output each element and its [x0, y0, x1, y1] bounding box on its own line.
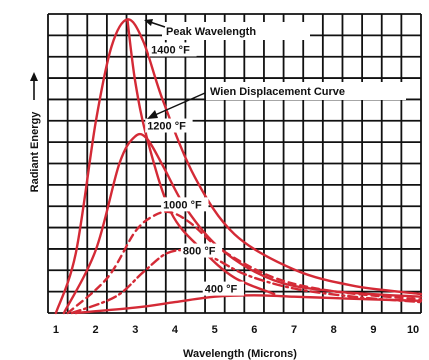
wien-displacement-curve	[126, 18, 276, 296]
y-axis-title: Radiant Energy	[29, 72, 41, 192]
peak-wavelength-arrow	[149, 21, 166, 28]
x-axis-label: Wavelength (Microns)	[183, 348, 297, 360]
x-tick-label: 8	[331, 324, 337, 336]
wien-label-bg	[206, 82, 406, 100]
x-tick-label: 6	[251, 324, 257, 336]
wien-displacement-label: Wien Displacement Curve	[210, 86, 345, 98]
peak-wavelength-arrow-head	[144, 19, 153, 26]
x-tick-label: 9	[370, 324, 376, 336]
series-label-bg	[202, 281, 244, 296]
series-curve-1200f	[62, 132, 423, 315]
x-tick-labels: 1 2 3 4 5 6 7 8 9 10	[53, 324, 419, 336]
series-label-bg	[161, 197, 209, 212]
series-label: 1400 °F	[151, 44, 190, 56]
series-label: 800 °F	[183, 246, 216, 258]
x-tick-label: 3	[132, 324, 138, 336]
x-tick-label: 4	[172, 324, 179, 336]
annotations: Peak Wavelength Wien Displacement Curve	[144, 19, 406, 119]
series-label-bg	[180, 243, 223, 258]
x-tick-label: 1	[53, 324, 59, 336]
series-label-bg	[149, 42, 197, 57]
wien-arrow-head	[147, 110, 158, 119]
x-tick-label: 7	[291, 324, 297, 336]
x-tick-label: 10	[407, 324, 419, 336]
series-label: 1200 °F	[147, 121, 186, 133]
y-axis-arrow-head	[30, 72, 38, 81]
series-label-bg	[145, 118, 193, 133]
series-curve-1400f	[54, 18, 423, 315]
series-curve-800f	[70, 248, 423, 315]
series-curve-400f	[74, 294, 423, 315]
series-label: 400 °F	[205, 284, 238, 296]
x-tick-label: 5	[212, 324, 218, 336]
wien-arrow	[154, 92, 206, 116]
peak-wavelength-label: Peak Wavelength	[166, 26, 256, 38]
peak-wavelength-label-bg	[162, 22, 310, 40]
series-label: 1000 °F	[163, 199, 202, 211]
curves: 1400 °F 1200 °F 1000 °F 800 °F 400 °F	[54, 18, 423, 315]
series-curve-1000f	[66, 210, 423, 315]
y-axis-label: Radiant Energy	[29, 111, 41, 193]
x-tick-label: 2	[93, 324, 99, 336]
